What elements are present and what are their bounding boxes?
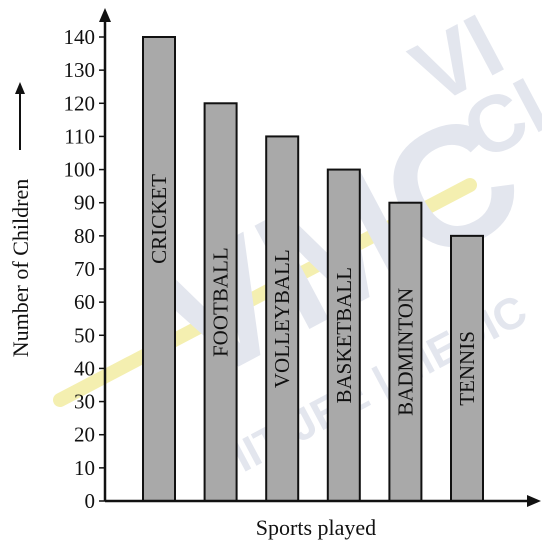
- y-tick-label: 70: [74, 257, 95, 281]
- y-axis-ticks: 0 10 20 30 40 50 60 70 80 90 100 110 120 130 140: [64, 25, 105, 513]
- y-tick-label: 110: [64, 124, 95, 148]
- y-axis-title-arrow-icon: [15, 82, 25, 150]
- bar-label-cricket: CRICKET: [147, 174, 171, 264]
- x-axis-title: Sports played: [256, 515, 376, 540]
- bar-basketball: [326, 168, 361, 502]
- y-tick-label: 0: [85, 489, 96, 513]
- y-tick-label: 80: [74, 224, 95, 248]
- x-axis-arrow-icon: [527, 495, 541, 507]
- bar-volleyball: [265, 135, 300, 503]
- bar-label-tennis: TENNIS: [455, 331, 479, 406]
- y-axis-arrow-icon: [99, 8, 111, 22]
- y-tick-label: 20: [74, 423, 95, 447]
- y-tick-label: 50: [74, 323, 95, 347]
- bar-label-football: FOOTBALL: [209, 247, 233, 357]
- y-tick-label: 30: [74, 390, 95, 414]
- y-tick-label: 10: [74, 456, 95, 480]
- y-tick-label: 60: [74, 290, 95, 314]
- y-axis-title: Number of Children: [8, 179, 33, 357]
- bar-label-volleyball: VOLLEYBALL: [270, 249, 294, 388]
- bar-cricket: [142, 36, 176, 502]
- bars-group: CRICKET FOOTBALL VOLLEYBALL BASKETBALL BADMI…: [142, 36, 484, 503]
- y-tick-label: 140: [64, 25, 96, 49]
- y-tick-label: 120: [64, 91, 96, 115]
- bar-label-badminton: BADMINTON: [393, 288, 417, 416]
- y-tick-label: 130: [64, 58, 96, 82]
- y-tick-label: 100: [64, 158, 96, 182]
- y-tick-label: 90: [74, 191, 95, 215]
- bar-label-basketball: BASKETBALL: [332, 267, 356, 404]
- y-tick-label: 40: [74, 356, 95, 380]
